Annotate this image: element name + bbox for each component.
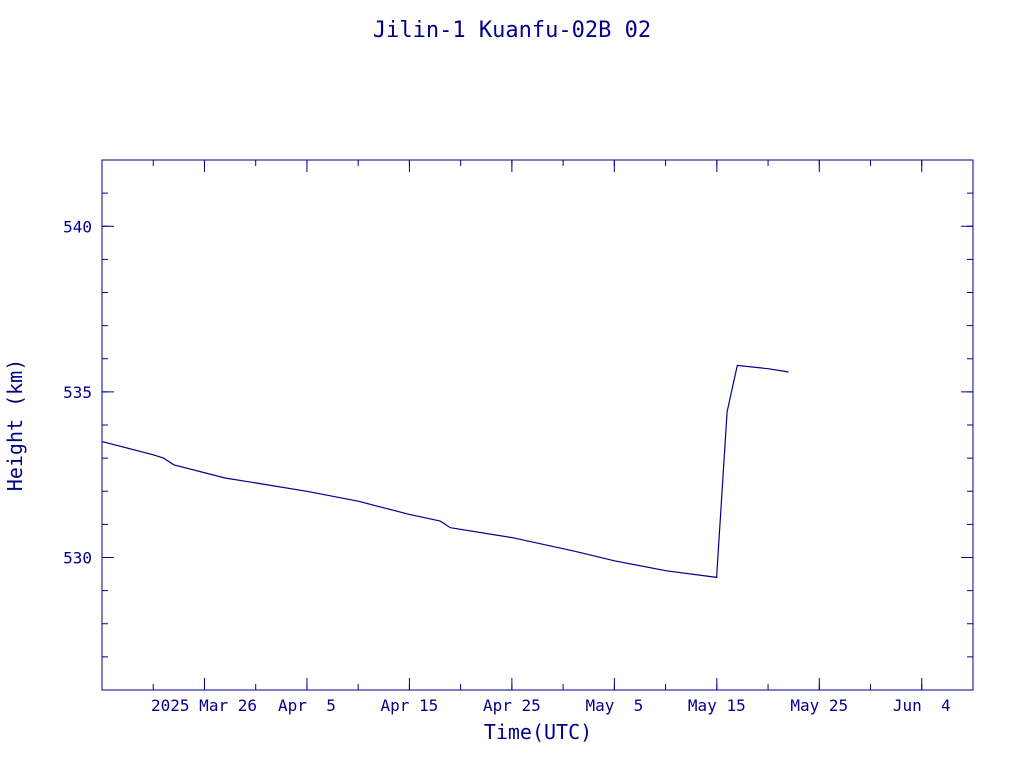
axis-ticks (101, 159, 974, 691)
x-tick-label: Jun 4 (893, 696, 951, 715)
y-tick-label: 535 (63, 383, 92, 402)
x-tick-label: May 5 (585, 696, 643, 715)
x-tick-label: May 25 (790, 696, 848, 715)
x-tick-label: Apr 15 (381, 696, 439, 715)
tick-labels: 2025 Mar 26 Apr 5 Apr 15 Apr 25 May 5 May 15 M… (63, 217, 951, 715)
y-tick-label: 530 (63, 549, 92, 568)
y-axis-label: Height (km) (3, 359, 27, 491)
series-line-height (101, 364, 789, 579)
series-group (101, 364, 789, 579)
x-tick-label: 2025 Mar 26 (151, 696, 257, 715)
x-axis-label: Time(UTC) (484, 720, 592, 744)
x-tick-label: Apr 5 (278, 696, 336, 715)
y-tick-label: 540 (63, 217, 92, 236)
x-tick-label: Apr 25 (483, 696, 541, 715)
plot-frame (101, 159, 974, 691)
x-tick-label: May 15 (688, 696, 746, 715)
chart-title: Jilin-1 Kuanfu-02B 02 (373, 18, 651, 43)
